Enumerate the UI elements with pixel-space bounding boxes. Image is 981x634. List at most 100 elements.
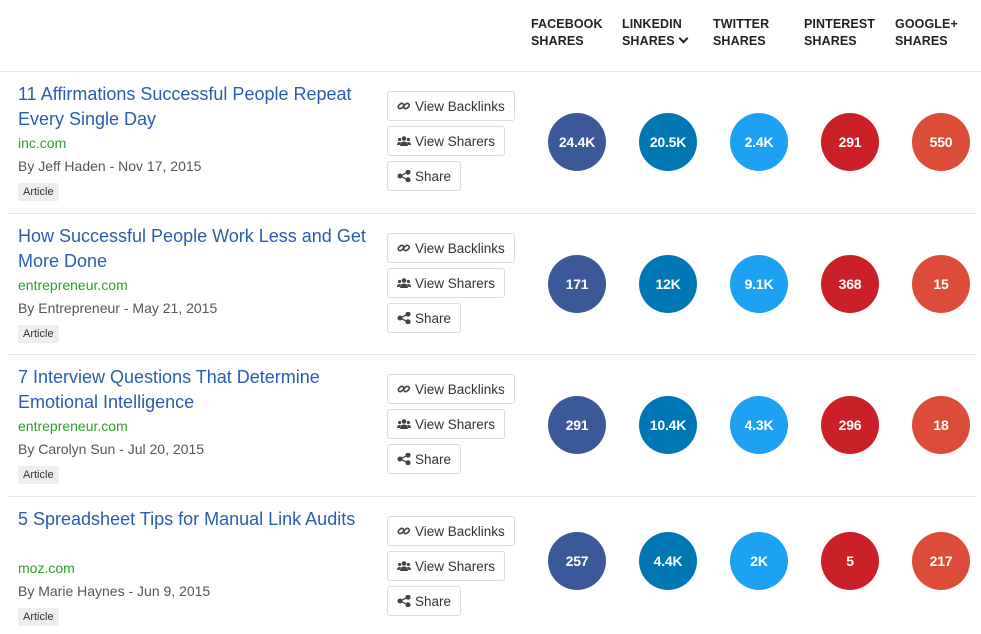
column-header-label: GOOGLE+ bbox=[895, 17, 958, 31]
share-icon bbox=[397, 311, 411, 325]
share-button[interactable]: Share bbox=[387, 161, 462, 191]
twitter-shares-count[interactable]: 4.3K bbox=[730, 396, 788, 454]
view-sharers-button[interactable]: View Sharers bbox=[387, 409, 506, 439]
twitter-shares-count[interactable]: 2K bbox=[730, 532, 788, 590]
view-sharers-button[interactable]: View Sharers bbox=[387, 551, 506, 581]
view-backlinks-button[interactable]: View Backlinks bbox=[387, 374, 515, 404]
googleplus-shares-count[interactable]: 15 bbox=[912, 255, 970, 313]
view-backlinks-label: View Backlinks bbox=[415, 240, 505, 256]
pinterest-shares-count[interactable]: 368 bbox=[821, 255, 879, 313]
view-backlinks-label: View Backlinks bbox=[415, 98, 505, 114]
column-header-twitter[interactable]: TWITTER SHARES bbox=[713, 16, 799, 50]
linkedin-shares-count[interactable]: 20.5K bbox=[639, 113, 697, 171]
view-sharers-button[interactable]: View Sharers bbox=[387, 126, 506, 156]
view-sharers-button[interactable]: View Sharers bbox=[387, 268, 506, 298]
article-date: Jun 9, 2015 bbox=[137, 583, 211, 599]
article-date: Jul 20, 2015 bbox=[127, 441, 205, 457]
article-type-badge: Article bbox=[18, 608, 59, 626]
article-date: May 21, 2015 bbox=[132, 300, 218, 316]
column-header-linkedin[interactable]: LINKEDIN SHARES bbox=[622, 16, 708, 50]
article-author: By Carolyn Sun bbox=[18, 441, 116, 457]
column-header-label: FACEBOOK bbox=[531, 17, 603, 31]
facebook-shares-count[interactable]: 24.4K bbox=[548, 113, 606, 171]
chevron-down-icon bbox=[678, 33, 689, 44]
link-icon bbox=[397, 525, 411, 537]
link-icon bbox=[397, 383, 411, 395]
facebook-shares-count[interactable]: 291 bbox=[548, 396, 606, 454]
users-icon bbox=[397, 277, 411, 289]
table-row: 11 Affirmations Successful People Repeat… bbox=[8, 72, 976, 214]
article-byline: By Entrepreneur - May 21, 2015 bbox=[18, 300, 218, 316]
article-author: By Jeff Haden bbox=[18, 158, 106, 174]
view-backlinks-button[interactable]: View Backlinks bbox=[387, 516, 515, 546]
view-sharers-label: View Sharers bbox=[415, 558, 496, 574]
table-header: FACEBOOK SHARES LINKEDIN SHARES TWITTER … bbox=[0, 0, 981, 72]
view-backlinks-label: View Backlinks bbox=[415, 523, 505, 539]
share-icon bbox=[397, 452, 411, 466]
users-icon bbox=[397, 135, 411, 147]
view-sharers-label: View Sharers bbox=[415, 416, 496, 432]
share-button[interactable]: Share bbox=[387, 586, 462, 616]
facebook-shares-count[interactable]: 171 bbox=[548, 255, 606, 313]
pinterest-shares-count[interactable]: 5 bbox=[821, 532, 879, 590]
article-author: By Entrepreneur bbox=[18, 300, 120, 316]
view-sharers-label: View Sharers bbox=[415, 133, 496, 149]
pinterest-shares-count[interactable]: 296 bbox=[821, 396, 879, 454]
share-button[interactable]: Share bbox=[387, 303, 462, 333]
linkedin-shares-count[interactable]: 10.4K bbox=[639, 396, 697, 454]
article-title-link[interactable]: 5 Spreadsheet Tips for Manual Link Audit… bbox=[18, 509, 356, 529]
column-header-pinterest[interactable]: PINTEREST SHARES bbox=[804, 16, 890, 50]
twitter-shares-count[interactable]: 9.1K bbox=[730, 255, 788, 313]
view-backlinks-button[interactable]: View Backlinks bbox=[387, 233, 515, 263]
twitter-shares-count[interactable]: 2.4K bbox=[730, 113, 788, 171]
users-icon bbox=[397, 418, 411, 430]
linkedin-shares-count[interactable]: 12K bbox=[639, 255, 697, 313]
column-header-label: PINTEREST bbox=[804, 17, 876, 31]
column-header-sublabel: SHARES bbox=[713, 34, 766, 48]
share-label: Share bbox=[415, 168, 452, 184]
article-type-badge: Article bbox=[18, 325, 59, 343]
article-domain: inc.com bbox=[18, 135, 67, 151]
googleplus-shares-count[interactable]: 18 bbox=[912, 396, 970, 454]
link-icon bbox=[397, 242, 411, 254]
article-type-badge: Article bbox=[18, 183, 59, 201]
column-header-sublabel: SHARES bbox=[531, 34, 584, 48]
link-icon bbox=[397, 100, 411, 112]
column-header-sublabel: SHARES bbox=[622, 34, 675, 48]
users-icon bbox=[397, 560, 411, 572]
view-backlinks-label: View Backlinks bbox=[415, 381, 505, 397]
article-byline: By Carolyn Sun - Jul 20, 2015 bbox=[18, 441, 205, 457]
article-domain: entrepreneur.com bbox=[18, 277, 128, 293]
googleplus-shares-count[interactable]: 217 bbox=[912, 532, 970, 590]
article-domain: entrepreneur.com bbox=[18, 418, 128, 434]
linkedin-shares-count[interactable]: 4.4K bbox=[639, 532, 697, 590]
article-title-link[interactable]: 7 Interview Questions That Determine Emo… bbox=[18, 367, 320, 412]
share-icon bbox=[397, 169, 411, 183]
column-header-googleplus[interactable]: GOOGLE+ SHARES bbox=[895, 16, 981, 50]
table-row: 7 Interview Questions That Determine Emo… bbox=[8, 355, 976, 497]
share-label: Share bbox=[415, 593, 452, 609]
column-header-facebook[interactable]: FACEBOOK SHARES bbox=[531, 16, 617, 50]
table-row: 5 Spreadsheet Tips for Manual Link Audit… bbox=[8, 497, 976, 634]
facebook-shares-count[interactable]: 257 bbox=[548, 532, 606, 590]
article-title-link[interactable]: How Successful People Work Less and Get … bbox=[18, 226, 366, 271]
article-byline: By Jeff Haden - Nov 17, 2015 bbox=[18, 158, 202, 174]
share-label: Share bbox=[415, 310, 452, 326]
googleplus-shares-count[interactable]: 550 bbox=[912, 113, 970, 171]
share-button[interactable]: Share bbox=[387, 444, 462, 474]
column-header-label: TWITTER bbox=[713, 17, 770, 31]
view-sharers-label: View Sharers bbox=[415, 275, 496, 291]
column-header-sublabel: SHARES bbox=[804, 34, 857, 48]
share-label: Share bbox=[415, 451, 452, 467]
share-icon bbox=[397, 594, 411, 608]
column-header-label: LINKEDIN bbox=[622, 17, 682, 31]
article-type-badge: Article bbox=[18, 466, 59, 484]
pinterest-shares-count[interactable]: 291 bbox=[821, 113, 879, 171]
column-header-sublabel: SHARES bbox=[895, 34, 948, 48]
article-date: Nov 17, 2015 bbox=[118, 158, 202, 174]
article-byline: By Marie Haynes - Jun 9, 2015 bbox=[18, 583, 211, 599]
table-row: How Successful People Work Less and Get … bbox=[8, 214, 976, 355]
view-backlinks-button[interactable]: View Backlinks bbox=[387, 91, 515, 121]
article-domain: moz.com bbox=[18, 560, 75, 576]
article-title-link[interactable]: 11 Affirmations Successful People Repeat… bbox=[18, 84, 352, 129]
